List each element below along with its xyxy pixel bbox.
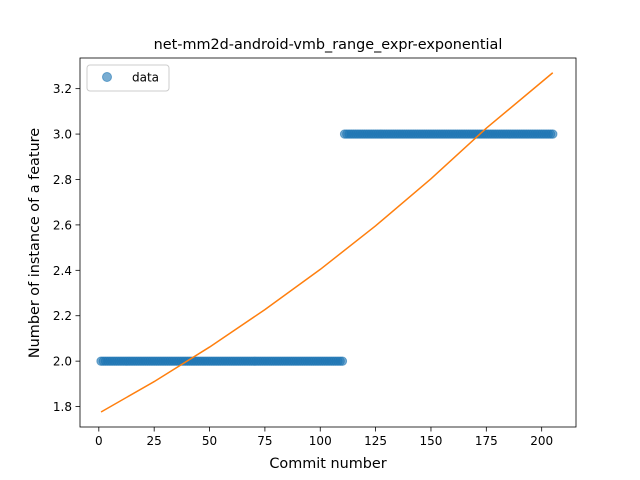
y-tick-label: 3.2 (53, 82, 72, 96)
y-axis: 1.8 2.0 2.2 2.4 2.6 2.8 3.0 3.2 (53, 82, 80, 414)
x-axis: 0 25 50 75 100 125 150 175 200 (95, 427, 553, 448)
x-tick-label: 0 (95, 434, 103, 448)
x-tick-label: 50 (202, 434, 217, 448)
y-tick-label: 3.0 (53, 128, 72, 142)
legend-label-data: data (132, 71, 159, 85)
x-tick-label: 25 (147, 434, 162, 448)
y-tick-label: 2.4 (53, 264, 72, 278)
fit-line (100, 72, 554, 413)
data-point (548, 129, 558, 139)
y-tick-label: 1.8 (53, 400, 72, 414)
y-tick-label: 2.8 (53, 173, 72, 187)
x-tick-label: 200 (530, 434, 553, 448)
legend: data (86, 64, 170, 92)
x-tick-label: 175 (475, 434, 498, 448)
y-tick-label: 2.0 (53, 355, 72, 369)
y-tick-label: 2.6 (53, 218, 72, 232)
x-tick-label: 150 (420, 434, 443, 448)
x-tick-label: 125 (364, 434, 387, 448)
y-tick-label: 2.2 (53, 309, 72, 323)
plot-frame (79, 57, 577, 428)
x-tick-label: 100 (309, 434, 332, 448)
x-axis-label: Commit number (269, 456, 386, 472)
y-axis-label: Number of instance of a feature (27, 128, 43, 358)
legend-marker-data (102, 72, 112, 82)
plot-area (96, 72, 558, 413)
data-point (337, 356, 348, 366)
chart-title: net-mm2d-android-vmb_range_expr-exponent… (154, 37, 503, 53)
legend-box (86, 64, 170, 92)
x-tick-label: 75 (257, 434, 272, 448)
